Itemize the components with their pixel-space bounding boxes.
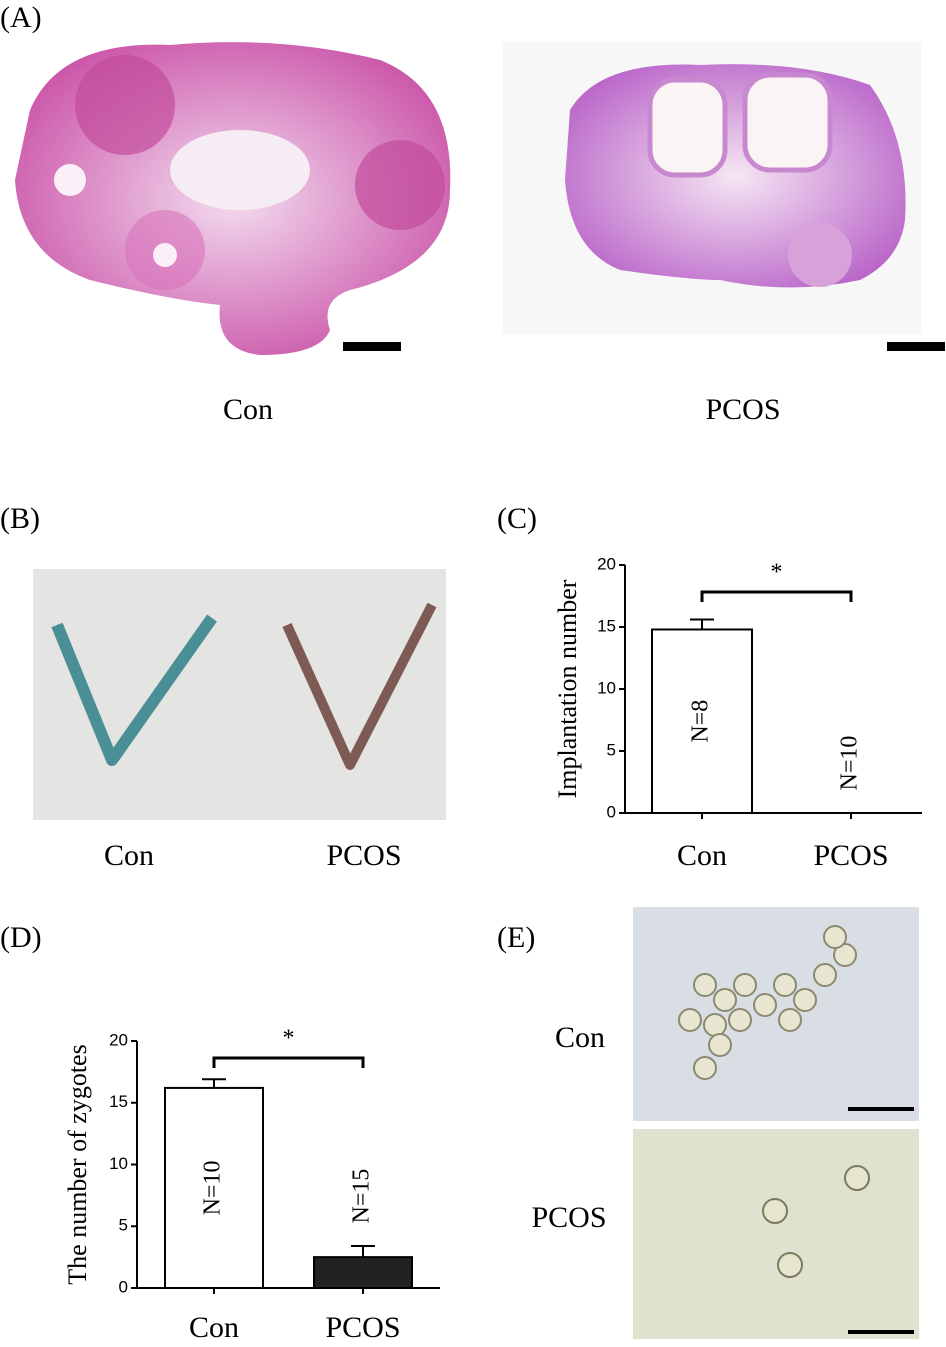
zygote-photo-pcos [633, 1129, 919, 1339]
x-tick-label: Con [677, 839, 727, 872]
y-axis-title: Implantation number [553, 579, 582, 798]
significance-mark: * [771, 560, 783, 586]
y-tick-label: 15 [109, 1092, 128, 1111]
image-caption: Con [555, 1021, 605, 1054]
significance-mark: * [283, 1026, 295, 1052]
image-caption: Con [223, 393, 273, 426]
uterus-photo [33, 569, 446, 820]
bar [313, 1256, 413, 1289]
bar-label: N=8 [688, 700, 714, 743]
y-tick-label: 5 [119, 1216, 128, 1235]
y-tick-label: 0 [607, 802, 616, 821]
y-tick-label: 15 [597, 616, 616, 635]
bar [651, 628, 753, 814]
panel-label: (A) [0, 1, 42, 34]
bar-label: N=10 [837, 736, 863, 791]
y-tick-label: 0 [119, 1277, 128, 1296]
x-tick-label: PCOS [325, 1311, 400, 1344]
image-caption: PCOS [326, 839, 401, 872]
panel-label: (E) [497, 921, 535, 954]
y-tick-label: 20 [109, 1030, 128, 1049]
bar-label: N=15 [349, 1169, 375, 1224]
image-caption: PCOS [705, 393, 780, 426]
zygote-photo-con [633, 907, 919, 1121]
significance-bracket [212, 1056, 365, 1068]
y-tick-label: 20 [597, 554, 616, 573]
panel-label: (B) [0, 502, 40, 535]
significance-bracket [700, 590, 853, 602]
ovary-image-con [0, 40, 470, 360]
panel-label: (D) [0, 921, 42, 954]
x-tick-label: PCOS [813, 839, 888, 872]
bar [164, 1086, 264, 1290]
y-tick-label: 10 [597, 678, 616, 697]
bar-label: N=10 [200, 1161, 226, 1216]
panel-label: (C) [497, 502, 537, 535]
y-axis-title: The number of zygotes [63, 1044, 92, 1284]
image-caption: Con [104, 839, 154, 872]
y-tick-label: 5 [607, 740, 616, 759]
x-tick-label: Con [189, 1311, 239, 1344]
image-caption: PCOS [531, 1201, 606, 1234]
ovary-image-pcos [503, 42, 945, 351]
y-tick-label: 10 [109, 1154, 128, 1173]
